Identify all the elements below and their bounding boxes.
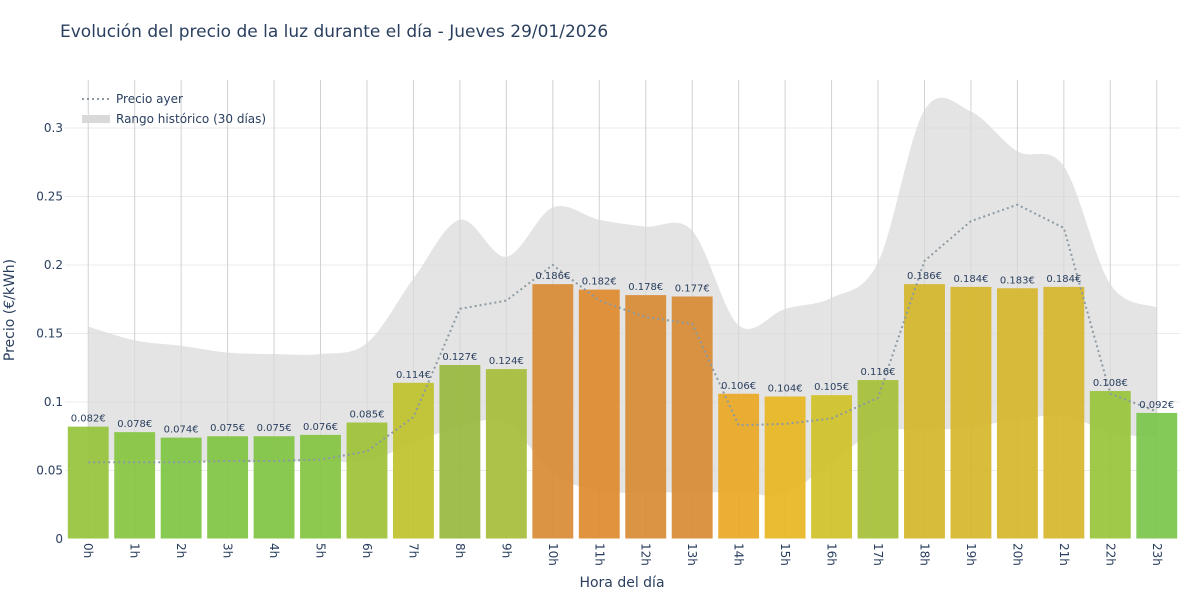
x-tick-label-5h: 5h: [314, 543, 328, 558]
bar-label-1h: 0.078€: [117, 419, 152, 430]
bar-16h: [811, 395, 853, 539]
bar-label-20h: 0.183€: [1000, 275, 1035, 286]
y-tick-label-5: 0.25: [36, 189, 63, 203]
bar-14h: [718, 393, 760, 539]
bar-1h: [114, 432, 156, 539]
x-tick-label-4h: 4h: [267, 543, 281, 558]
bar-2h: [160, 437, 202, 539]
legend-label-band: Rango histórico (30 días): [116, 112, 266, 126]
y-tick-label-4: 0.2: [44, 258, 63, 272]
x-tick-label-2h: 2h: [174, 543, 188, 558]
y-tick-label-0: 0: [55, 532, 63, 546]
bar-label-6h: 0.085€: [349, 410, 384, 421]
bar-10h: [532, 284, 574, 539]
bar-17h: [857, 380, 899, 539]
bar-23h: [1136, 412, 1178, 539]
x-tick-label-15h: 15h: [778, 543, 792, 566]
x-tick-label-12h: 12h: [639, 543, 653, 566]
bar-7h: [392, 382, 434, 539]
x-tick-label-22h: 22h: [1103, 543, 1117, 566]
y-tick-label-2: 0.1: [44, 395, 63, 409]
x-tick-label-11h: 11h: [592, 543, 606, 566]
x-tick-label-19h: 19h: [964, 543, 978, 566]
bar-0h: [67, 426, 109, 539]
x-tick-label-1h: 1h: [128, 543, 142, 558]
bar-label-23h: 0.092€: [1139, 400, 1174, 411]
bar-label-14h: 0.106€: [721, 381, 756, 392]
x-tick-label-21h: 21h: [1057, 543, 1071, 566]
bar-label-7h: 0.114€: [396, 370, 431, 381]
bar-13h: [671, 296, 713, 539]
yesterday-price-polyline: [88, 203, 1158, 464]
bar-15h: [764, 396, 806, 539]
x-tick-label-0h: 0h: [81, 543, 95, 558]
x-tick-label-6h: 6h: [360, 543, 374, 558]
bar-value-labels: 0.082€ 0.078€ 0.074€ 0.075€ 0.075€ 0.076€ 0.08…: [71, 271, 1175, 435]
bar-label-21h: 0.184€: [1046, 274, 1081, 285]
bar-4h: [253, 436, 295, 539]
x-tick-label-13h: 13h: [685, 543, 699, 566]
x-tick-label-3h: 3h: [221, 543, 235, 558]
bar-3h: [207, 436, 249, 539]
x-tick-label-16h: 16h: [825, 543, 839, 566]
bar-label-19h: 0.184€: [953, 274, 988, 285]
x-tick-label-10h: 10h: [546, 543, 560, 566]
bars: [67, 284, 1178, 539]
bar-label-11h: 0.182€: [582, 277, 617, 288]
bar-9h: [485, 369, 527, 539]
y-axis: 0 0.05 0.1 0.15 0.2 0.25 0.3: [36, 121, 63, 546]
legend: Precio ayer Rango histórico (30 días): [82, 92, 266, 126]
historical-range-band: [88, 97, 1157, 496]
x-axis: 0h 1h 2h 3h 4h 5h 6h 7h 8h 9h 10h 11h 12h 13h 14h 15h 16…: [65, 538, 1180, 566]
y-tick-label-1: 0.05: [36, 463, 63, 477]
chart-title: Evolución del precio de la luz durante e…: [60, 22, 609, 42]
bar-label-13h: 0.177€: [675, 283, 710, 294]
y-axis-title: Precio (€/kWh): [2, 259, 18, 361]
bar-5h: [300, 434, 341, 539]
bar-19h: [950, 286, 992, 539]
x-tick-label-7h: 7h: [406, 543, 420, 558]
legend-swatch-band: [82, 115, 110, 123]
bar-6h: [346, 422, 388, 539]
bar-18h: [904, 284, 945, 539]
bar-label-4h: 0.075€: [257, 423, 292, 434]
bar-label-2h: 0.074€: [164, 425, 199, 436]
bar-label-12h: 0.178€: [628, 282, 663, 293]
x-tick-label-8h: 8h: [453, 543, 467, 558]
x-tick-label-14h: 14h: [732, 543, 746, 566]
bar-label-5h: 0.076€: [303, 422, 338, 433]
x-tick-label-18h: 18h: [917, 543, 931, 566]
bar-11h: [578, 289, 620, 539]
x-axis-title: Hora del día: [579, 575, 664, 591]
bar-label-15h: 0.104€: [768, 384, 803, 395]
x-tick-label-23h: 23h: [1150, 543, 1164, 566]
x-tick-label-20h: 20h: [1010, 543, 1024, 566]
bar-label-0h: 0.082€: [71, 414, 106, 425]
bar-label-16h: 0.105€: [814, 382, 849, 393]
yesterday-price-line: [88, 203, 1158, 464]
bar-21h: [1043, 286, 1085, 539]
bar-label-22h: 0.108€: [1093, 378, 1128, 389]
bar-12h: [625, 295, 667, 539]
bar-label-17h: 0.116€: [861, 367, 896, 378]
x-tick-label-9h: 9h: [499, 543, 513, 558]
bar-22h: [1089, 391, 1131, 539]
historical-range-area: [88, 97, 1157, 496]
bar-20h: [996, 288, 1038, 539]
bar-8h: [439, 364, 481, 539]
bar-label-8h: 0.127€: [442, 352, 477, 363]
x-tick-label-17h: 17h: [871, 543, 885, 566]
bar-label-18h: 0.186€: [907, 271, 942, 282]
legend-label-line: Precio ayer: [116, 92, 183, 106]
y-tick-label-3: 0.15: [36, 326, 63, 340]
bar-label-3h: 0.075€: [210, 423, 245, 434]
y-tick-label-6: 0.3: [44, 121, 63, 135]
bar-label-9h: 0.124€: [489, 356, 524, 367]
bar-label-10h: 0.186€: [535, 271, 570, 282]
